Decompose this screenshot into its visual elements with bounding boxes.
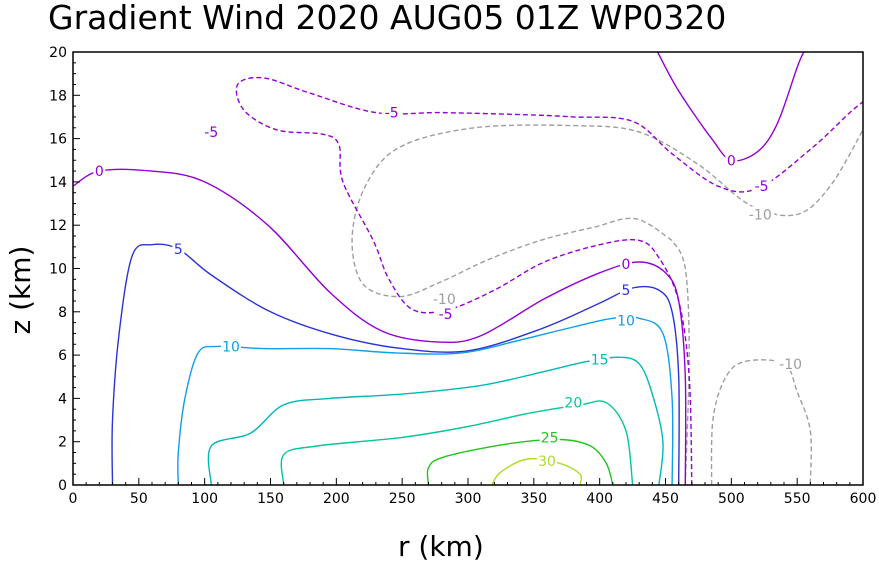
contour-line — [177, 316, 674, 486]
y-tick-label: 6 — [58, 348, 67, 364]
x-tick-label: 150 — [257, 491, 284, 507]
contour-label-background — [725, 152, 738, 168]
contour-line — [111, 243, 680, 486]
contour-label-background — [751, 178, 772, 194]
contour-label-background — [201, 124, 222, 140]
contour-label-background — [539, 429, 560, 445]
contour-label: 15 — [591, 352, 609, 368]
y-axis-label: z (km) — [4, 246, 37, 335]
contour-label-background — [620, 256, 632, 272]
y-tick-label: 18 — [49, 88, 67, 104]
contour-label-background — [589, 351, 610, 367]
contour-label-background — [435, 305, 456, 321]
contour-label-background — [430, 290, 459, 306]
x-tick-label: 0 — [69, 491, 78, 507]
contour-label-background — [172, 241, 185, 257]
x-axis-label: r (km) — [398, 530, 484, 561]
contour-label: -10 — [779, 357, 802, 373]
y-tick-label: 10 — [49, 262, 67, 278]
y-tick-label: 20 — [49, 45, 67, 61]
x-tick-label: 50 — [130, 491, 148, 507]
x-tick-label: 250 — [389, 491, 416, 507]
contour-label: 30 — [538, 454, 556, 470]
contour-label: 5 — [174, 242, 183, 258]
y-tick-label: 14 — [49, 175, 67, 191]
contour-line — [491, 457, 583, 486]
x-tick-label: 450 — [652, 491, 679, 507]
y-tick-label: 4 — [58, 391, 67, 407]
y-tick-label: 12 — [49, 218, 67, 234]
contour-line — [207, 356, 664, 486]
contour-label-background — [746, 206, 775, 222]
contour-label-background — [616, 312, 636, 328]
contour-line — [280, 400, 634, 486]
x-tick-label: 400 — [586, 491, 613, 507]
y-tick-label: 0 — [58, 478, 67, 494]
contour-label: -10 — [749, 207, 772, 223]
contour-label: 10 — [617, 313, 635, 329]
contour-label: 0 — [95, 164, 104, 180]
contour-label: 0 — [622, 257, 631, 273]
x-tick-label: 100 — [191, 491, 218, 507]
contour-label-background — [221, 338, 241, 354]
contour-label-background — [620, 282, 632, 298]
contour-label: 20 — [564, 396, 582, 412]
contour-label: -5 — [204, 125, 218, 141]
contour-label-background — [776, 355, 805, 371]
contour-label-background — [537, 453, 557, 469]
contour-line — [235, 76, 864, 486]
contour-label: 10 — [222, 339, 240, 355]
contour-line — [351, 124, 864, 298]
contour-label: -5 — [385, 106, 399, 122]
x-tick-label: 600 — [850, 491, 877, 507]
contour-label-background — [93, 163, 106, 179]
x-tick-label: 200 — [323, 491, 350, 507]
x-tick-label: 300 — [455, 491, 482, 507]
contour-line — [671, 240, 690, 486]
contour-label: 0 — [727, 153, 736, 169]
contour-label-background — [563, 394, 584, 410]
contour-label-background — [381, 104, 402, 120]
contour-label: -10 — [433, 292, 456, 308]
contour-label: 5 — [622, 283, 631, 299]
contour-label: 25 — [541, 430, 559, 446]
y-tick-label: 16 — [49, 132, 67, 148]
contour-label: -5 — [439, 307, 453, 323]
contour-line — [72, 168, 687, 486]
y-tick-label: 2 — [58, 435, 67, 451]
x-tick-label: 350 — [520, 491, 547, 507]
contour-label: -5 — [755, 179, 769, 195]
contour-line — [656, 51, 805, 162]
y-tick-label: 8 — [58, 305, 67, 321]
contour-line — [710, 359, 812, 486]
x-tick-label: 500 — [718, 491, 745, 507]
chart-title: Gradient Wind 2020 AUG05 01Z WP0320 — [48, 0, 726, 37]
contour-line — [426, 438, 614, 486]
x-tick-label: 550 — [784, 491, 811, 507]
